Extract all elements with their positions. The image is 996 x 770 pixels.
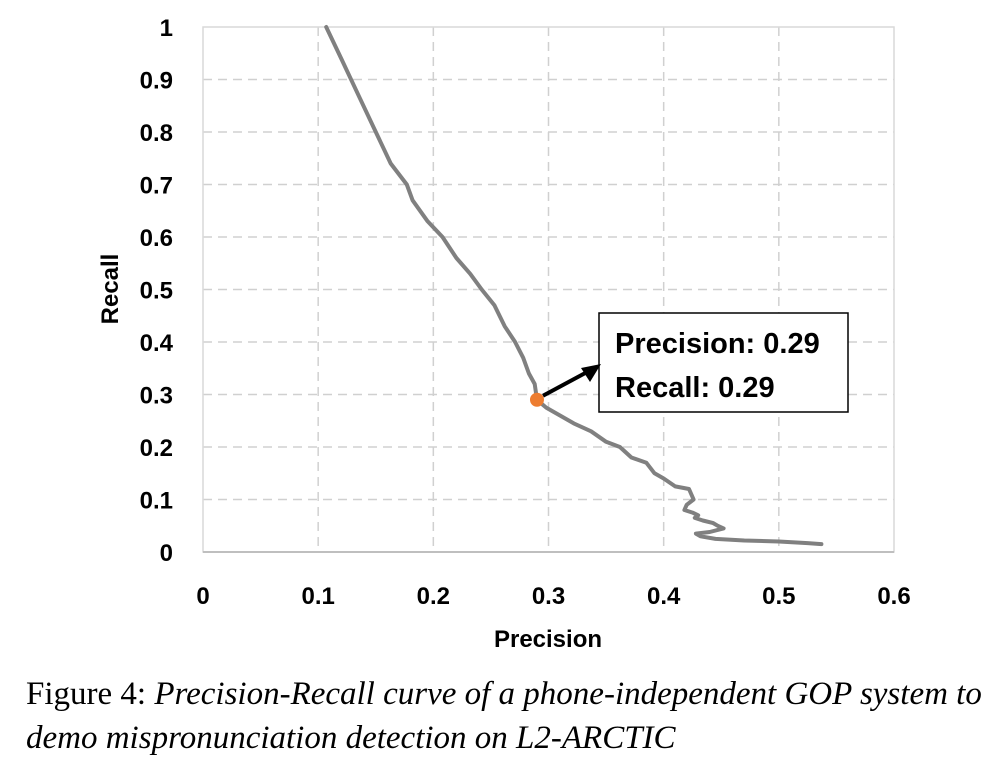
precision-recall-chart: 0 0.1 0.2 0.3 0.4 0.5 0.6 00.10.20.30.40.50.60… bbox=[97, 15, 911, 653]
y-tick-label: 0.6 bbox=[140, 225, 173, 252]
y-tick-label: 0 bbox=[160, 540, 173, 567]
x-tick-label: 0.3 bbox=[532, 583, 565, 610]
x-tick-label: 0.5 bbox=[762, 583, 795, 610]
y-tick-label: 1 bbox=[160, 15, 173, 42]
x-tick-label: 0 bbox=[196, 583, 209, 610]
y-tick-label: 0.8 bbox=[140, 120, 173, 147]
plot-area-axes bbox=[202, 26, 895, 553]
y-tick-label: 0.7 bbox=[140, 173, 173, 200]
annotation-group: Precision: 0.29 Recall: 0.29 bbox=[529, 312, 849, 413]
y-axis-title: Recall bbox=[97, 254, 124, 325]
caption-prefix: Figure 4: bbox=[26, 676, 155, 712]
grid-lines bbox=[203, 27, 894, 552]
x-tick-label: 0.2 bbox=[417, 583, 450, 610]
highlight-marker bbox=[529, 392, 544, 407]
y-tick-label: 0.1 bbox=[140, 488, 173, 515]
x-tick-label: 0.1 bbox=[301, 583, 334, 610]
annotation-box bbox=[598, 312, 849, 413]
annotation-label: Recall: 0.29 bbox=[615, 372, 775, 404]
annotation-label: Precision: 0.29 bbox=[615, 328, 820, 360]
y-tick-label: 0.5 bbox=[140, 278, 173, 305]
arrow-head bbox=[581, 364, 601, 382]
x-tick-label: 0.6 bbox=[877, 583, 910, 610]
y-tick-label: 0.9 bbox=[140, 68, 173, 95]
y-tick-label: 0.4 bbox=[140, 330, 174, 357]
figure-caption: Figure 4: Precision-Recall curve of a ph… bbox=[26, 672, 986, 760]
annotation-arrow bbox=[542, 369, 590, 398]
y-tick-label: 0.3 bbox=[140, 383, 173, 410]
pr-curve-line bbox=[324, 25, 824, 547]
series-group bbox=[324, 25, 824, 547]
y-tick-label: 0.2 bbox=[140, 435, 173, 462]
y-tick-labels: 0 0.1 0.2 0.3 0.4 0.5 0.6 0.7 0.8 0.9 1 bbox=[140, 15, 174, 567]
x-axis-title: Precision bbox=[494, 626, 602, 653]
x-tick-labels: 0 0.1 0.2 0.3 0.4 0.5 0.6 bbox=[196, 583, 910, 610]
caption-body: Precision-Recall curve of a phone-indepe… bbox=[26, 676, 982, 756]
x-tick-label: 0.4 bbox=[647, 583, 681, 610]
